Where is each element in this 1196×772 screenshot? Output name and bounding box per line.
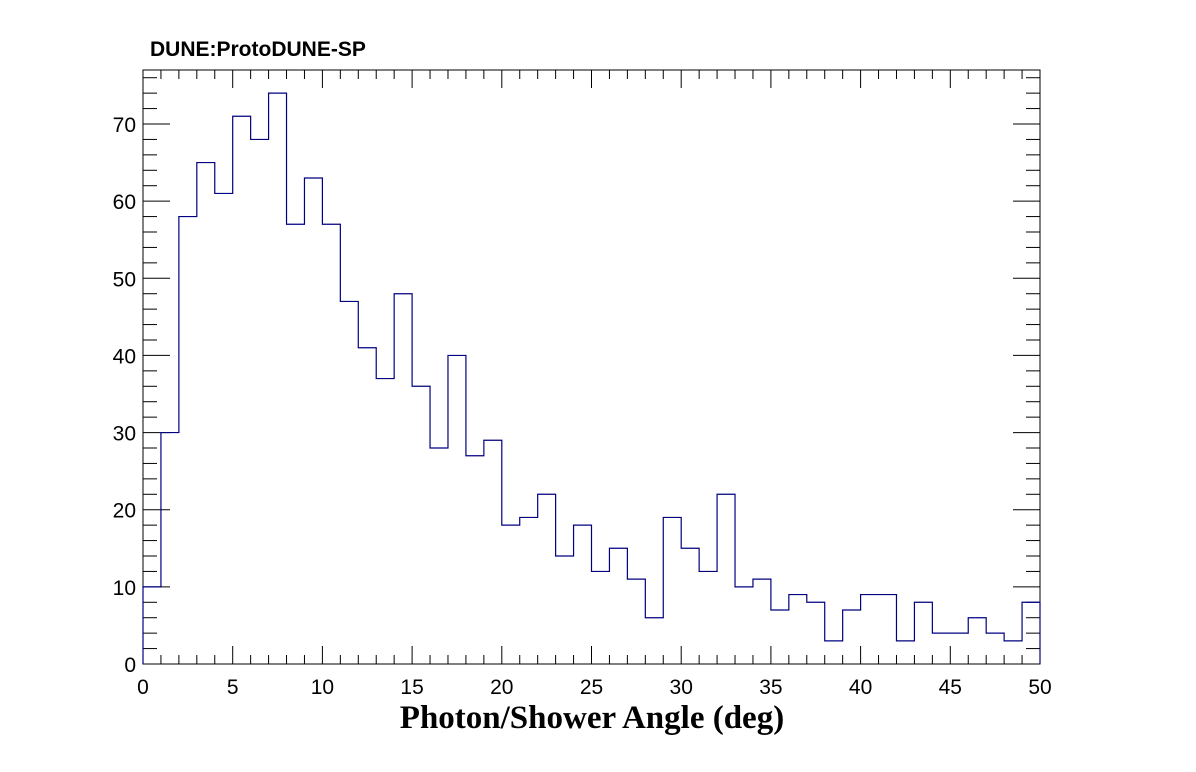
x-tick-label: 25	[580, 676, 603, 699]
y-tick-label: 30	[113, 423, 136, 446]
x-tick-label: 10	[311, 676, 334, 699]
plot-frame	[142, 69, 1041, 665]
x-tick-label: 30	[670, 676, 693, 699]
y-tick-label: 40	[113, 345, 136, 368]
x-tick-label: 0	[137, 676, 149, 699]
x-tick-label: 5	[227, 676, 239, 699]
y-tick-label: 20	[113, 500, 136, 523]
histogram-series-line	[142, 92, 1041, 664]
x-tick-label: 50	[1028, 676, 1051, 699]
x-tick-label: 20	[490, 676, 513, 699]
chart-title: DUNE:ProtoDUNE-SP	[150, 38, 366, 61]
x-tick-label: 45	[939, 676, 962, 699]
y-axis-tick-labels: 0 10 20 30 40 50 60 70	[113, 114, 136, 677]
x-tick-label: 15	[400, 676, 423, 699]
y-tick-label: 60	[113, 191, 136, 214]
y-tick-label: 0	[124, 654, 136, 677]
x-tick-label: 35	[759, 676, 782, 699]
x-axis-tick-labels: 0 5 10 15 20 25 30 35 40 45 50	[137, 676, 1052, 699]
y-tick-label: 10	[113, 577, 136, 600]
x-axis-label: Photon/Shower Angle (deg)	[400, 700, 784, 736]
x-tick-label: 40	[849, 676, 872, 699]
y-tick-label: 70	[113, 114, 136, 137]
axis-ticks	[142, 70, 1041, 665]
y-tick-label: 50	[113, 268, 136, 291]
